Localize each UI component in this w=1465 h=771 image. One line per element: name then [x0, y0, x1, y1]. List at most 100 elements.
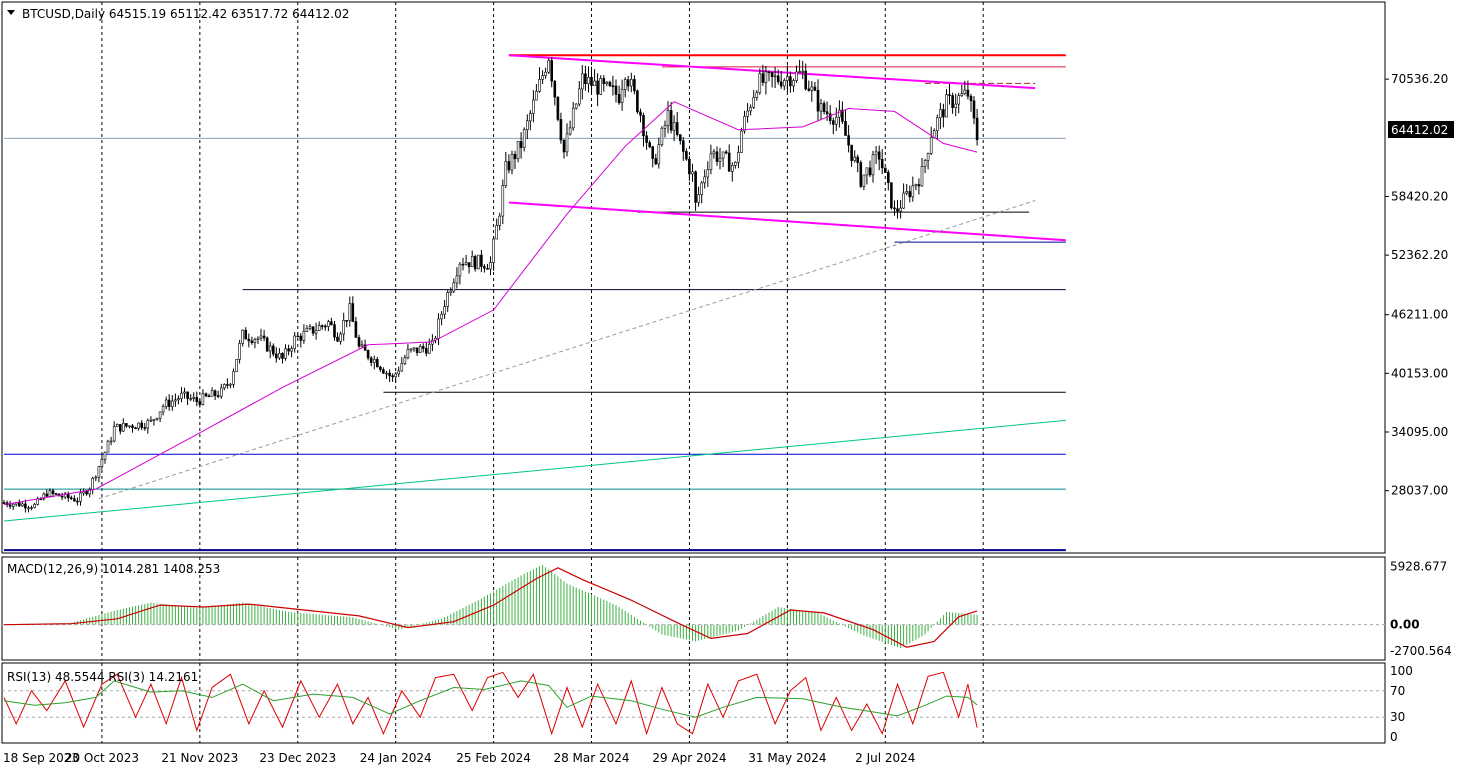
- candle-body: [669, 110, 673, 131]
- candle-body: [281, 352, 284, 359]
- candle-body: [418, 346, 422, 353]
- trendline-long-support-dashed[interactable]: [98, 200, 1036, 500]
- candle-body: [470, 256, 474, 267]
- candle-body: [167, 399, 171, 407]
- candle-body: [394, 373, 398, 378]
- candle-body: [476, 254, 480, 270]
- candle-body: [838, 109, 841, 118]
- candle-body: [825, 111, 829, 115]
- candle-body: [896, 208, 899, 212]
- candle-body: [97, 466, 101, 478]
- candle-body: [48, 490, 52, 497]
- candle-body: [36, 498, 40, 505]
- candle-body: [385, 372, 388, 375]
- candle-body: [73, 498, 76, 502]
- candle-body: [786, 76, 789, 81]
- date-tick-label: 24 Jan 2024: [360, 751, 432, 765]
- candle-body: [507, 161, 511, 171]
- candle-body: [773, 75, 777, 78]
- candle-body: [513, 154, 517, 160]
- candle-body: [403, 357, 407, 364]
- candle-body: [45, 493, 49, 497]
- rsi-axis: 100 70 30 0: [1390, 664, 1413, 744]
- candle-body: [253, 338, 257, 343]
- candle-body: [342, 320, 346, 335]
- candle-body: [541, 75, 544, 80]
- candle-body: [158, 411, 162, 419]
- candle-body: [795, 71, 798, 81]
- candle-body: [345, 320, 349, 322]
- candle-body: [767, 71, 771, 74]
- candle-body: [223, 384, 226, 389]
- candle-body: [798, 71, 801, 73]
- candle-body: [828, 113, 832, 121]
- candle-body: [314, 330, 318, 334]
- candle-body: [440, 313, 443, 320]
- candle-body: [256, 337, 260, 340]
- candle-body: [629, 79, 633, 87]
- candle-body: [939, 109, 942, 119]
- date-tick-label: 29 Apr 2024: [652, 751, 726, 765]
- trendline-channel-bottom[interactable]: [508, 201, 1066, 242]
- candle-body: [623, 79, 627, 90]
- candle-body: [727, 152, 731, 172]
- candle-body: [226, 384, 229, 386]
- price-tick-label: 34095.00: [1391, 425, 1448, 439]
- candle-body: [76, 500, 79, 503]
- candle-body: [813, 86, 817, 91]
- candle-body: [568, 127, 572, 135]
- price-tick-label: 40153.00: [1391, 366, 1448, 380]
- candle-body: [446, 292, 450, 307]
- candle-body: [483, 266, 486, 269]
- candle-body: [841, 109, 844, 122]
- candle-body: [960, 93, 964, 96]
- candle-body: [770, 72, 774, 77]
- candle-body: [207, 395, 211, 398]
- candle-body: [617, 94, 621, 104]
- candle-body: [831, 120, 835, 125]
- candle-body: [917, 184, 921, 187]
- candle-body: [351, 303, 355, 322]
- candle-body: [452, 282, 456, 292]
- candle-body: [547, 60, 551, 73]
- candle-body: [287, 348, 290, 352]
- candle-body: [532, 99, 535, 114]
- candle-body: [372, 359, 376, 363]
- candle-body: [945, 94, 948, 118]
- candle-body: [525, 120, 529, 131]
- candle-body: [308, 326, 312, 329]
- price-tick-label: 70536.20: [1391, 72, 1448, 86]
- trendline-green-trend[interactable]: [3, 419, 1066, 522]
- candle-body: [605, 81, 609, 84]
- candle-body: [877, 151, 881, 160]
- candle-body: [235, 359, 238, 372]
- candle-body: [149, 419, 153, 422]
- candle-body: [268, 345, 272, 352]
- candle-body: [137, 422, 140, 429]
- macd-panel[interactable]: [1, 556, 1386, 661]
- candle-body: [746, 110, 749, 117]
- candle-body: [437, 318, 440, 339]
- candle-body: [60, 495, 64, 498]
- candle-body: [538, 79, 541, 92]
- price-panel[interactable]: [1, 1, 1386, 554]
- candle-body: [957, 95, 961, 105]
- candle-body: [11, 503, 15, 507]
- candle-body: [580, 73, 584, 90]
- candle-body: [816, 90, 820, 112]
- candle-body: [914, 184, 918, 187]
- candle-body: [21, 503, 24, 507]
- candle-body: [348, 303, 352, 321]
- triangle-down-icon[interactable]: [7, 10, 15, 15]
- candle-body: [935, 117, 939, 132]
- price-tick-label: 52362.20: [1391, 248, 1448, 262]
- candle-body: [804, 70, 808, 90]
- candle-body: [241, 329, 244, 344]
- candle-body: [516, 141, 520, 160]
- trendline-channel-top[interactable]: [508, 54, 1036, 90]
- candle-body: [210, 390, 214, 397]
- candle-body: [443, 306, 446, 315]
- candle-body: [63, 493, 67, 498]
- candle-body: [911, 185, 915, 198]
